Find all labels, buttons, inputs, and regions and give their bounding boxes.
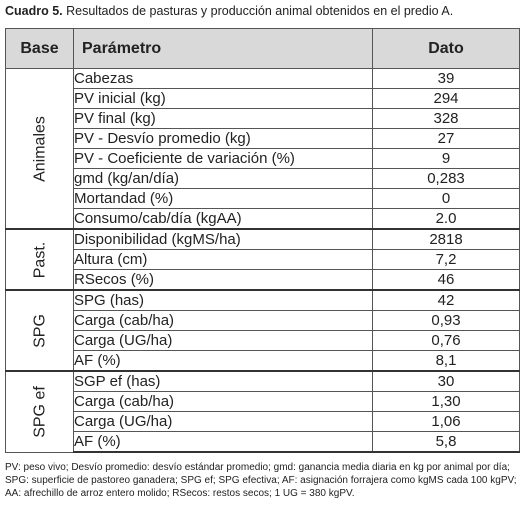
table-row: PV inicial (kg) 294 [6, 88, 520, 109]
parameter-cell: Carga (cab/ha) [73, 310, 373, 331]
value-cell: 0 [372, 188, 520, 209]
parameter-cell: SPG (has) [73, 289, 373, 311]
value-cell: 9 [372, 148, 520, 169]
value-cell: 0,283 [372, 168, 520, 189]
table-row: PV - Desvío promedio (kg) 27 [6, 128, 520, 149]
parameter-cell: PV inicial (kg) [73, 88, 373, 109]
table-row: Altura (cm) 7,2 [6, 249, 520, 270]
table-row: PV final (kg) 328 [6, 108, 520, 129]
parameter-cell: Mortandad (%) [73, 188, 373, 209]
results-table: Base Parámetro Dato Animales Cabezas 39 PV … [5, 28, 520, 453]
value-cell: 1,30 [372, 391, 520, 412]
table-row: AF (%) 8,1 [6, 350, 520, 372]
group-label: Animales [31, 115, 48, 182]
table-row: Carga (UG/ha) 1,06 [6, 411, 520, 432]
table-row: gmd (kg/an/día) 0,283 [6, 168, 520, 189]
parameter-cell: AF (%) [73, 350, 373, 372]
value-cell: 39 [372, 68, 520, 89]
header-base: Base [5, 28, 74, 69]
table-row: Animales Cabezas 39 [5, 68, 520, 230]
table-row: Mortandad (%) 0 [6, 188, 520, 209]
parameter-cell: PV - Desvío promedio (kg) [73, 128, 373, 149]
value-cell: 8,1 [372, 350, 520, 372]
group-cell: SPG [5, 289, 74, 372]
value-cell: 42 [372, 289, 520, 311]
parameter-cell: SGP ef (has) [73, 370, 373, 392]
value-cell: 2818 [372, 228, 520, 250]
parameter-cell: gmd (kg/an/día) [73, 168, 373, 189]
table-caption: Cuadro 5. Resultados de pasturas y produ… [5, 3, 453, 19]
group-label: Past. [31, 241, 48, 278]
parameter-cell: RSecos (%) [73, 269, 373, 291]
table-row: Consumo/cab/día (kgAA) 2.0 [6, 208, 520, 230]
value-cell: 294 [372, 88, 520, 109]
parameter-cell: PV final (kg) [73, 108, 373, 129]
parameter-cell: Disponibilidad (kgMS/ha) [73, 228, 373, 250]
value-cell: 1,06 [372, 411, 520, 432]
parameter-cell: Carga (UG/ha) [73, 330, 373, 351]
parameter-cell: PV - Coeficiente de variación (%) [73, 148, 373, 169]
parameter-cell: Altura (cm) [73, 249, 373, 270]
table-body: Animales Cabezas 39 PV inicial (kg) 294 PV fi… [5, 68, 520, 453]
parameter-cell: Carga (UG/ha) [73, 411, 373, 432]
value-cell: 0,76 [372, 330, 520, 351]
table-row: SPG SPG (has) 42 [5, 289, 520, 372]
table-row: Carga (cab/ha) 0,93 [6, 310, 520, 331]
caption-number: Cuadro 5. [5, 4, 63, 18]
caption-text: Resultados de pasturas y producción anim… [62, 4, 454, 18]
header-row: Base Parámetro Dato [5, 28, 520, 69]
table-row: RSecos (%) 46 [6, 269, 520, 291]
value-cell: 5,8 [372, 431, 520, 453]
table-row: SPG ef SGP ef (has) 30 [5, 370, 520, 453]
value-cell: 2.0 [372, 208, 520, 230]
parameter-cell: AF (%) [73, 431, 373, 453]
group-label: SPG [31, 313, 48, 348]
value-cell: 30 [372, 370, 520, 392]
table-row: AF (%) 5,8 [6, 431, 520, 453]
parameter-cell: Cabezas [73, 68, 373, 89]
group-cell: Animales [5, 68, 74, 230]
table-row: PV - Coeficiente de variación (%) 9 [6, 148, 520, 169]
table-row: Carga (cab/ha) 1,30 [6, 391, 520, 412]
value-cell: 328 [372, 108, 520, 129]
value-cell: 27 [372, 128, 520, 149]
group-label: SPG ef [31, 385, 48, 438]
table-row: Past. Disponibilidad (kgMS/ha) 2818 [5, 228, 520, 291]
header-parametro: Parámetro [73, 28, 373, 69]
parameter-cell: Consumo/cab/día (kgAA) [73, 208, 373, 230]
group-cell: Past. [5, 228, 74, 291]
value-cell: 46 [372, 269, 520, 291]
group-cell: SPG ef [5, 370, 74, 453]
value-cell: 0,93 [372, 310, 520, 331]
value-cell: 7,2 [372, 249, 520, 270]
table-footnote: PV: peso vivo; Desvío promedio: desvío e… [5, 462, 517, 499]
header-dato: Dato [372, 28, 520, 69]
table-row: Carga (UG/ha) 0,76 [6, 330, 520, 351]
parameter-cell: Carga (cab/ha) [73, 391, 373, 412]
